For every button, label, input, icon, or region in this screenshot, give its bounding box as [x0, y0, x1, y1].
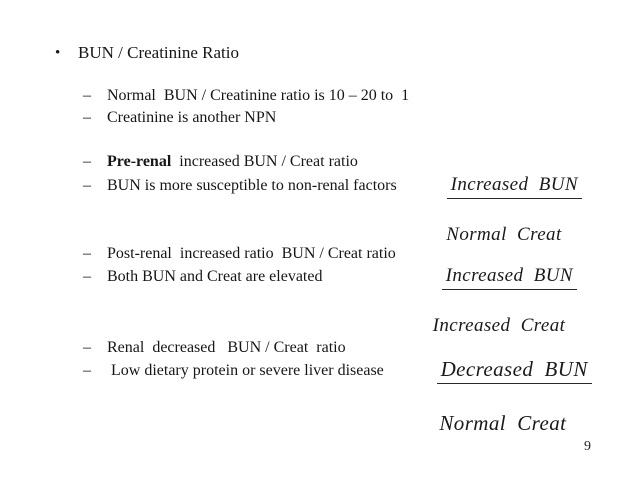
dash-marker-icon: –: [83, 87, 91, 104]
bullet-lead: Pre-renal: [107, 153, 172, 170]
dash-marker-icon: –: [83, 339, 91, 356]
bullet-rest: Normal BUN / Creatinine ratio is 10 – 20…: [107, 87, 410, 104]
fraction-pre-renal: Increased BUN Normal Creat: [426, 152, 582, 290]
bullet-text: Renal decreased BUN / Creat ratio: [107, 338, 346, 358]
bullet-rest: Low dietary protein or severe liver dise…: [107, 362, 384, 379]
bullet-text: Both BUN and Creat are elevated: [107, 267, 322, 287]
bullet-line-renal-decreased: – Renal decreased BUN / Creat ratio: [83, 338, 346, 358]
bullet-icon: •: [55, 45, 61, 61]
bullet-text: Creatinine is another NPN: [107, 108, 276, 128]
fraction-numerator: Decreased BUN: [436, 357, 592, 384]
dash-marker-icon: –: [83, 362, 91, 379]
bullet-text: Normal BUN / Creatinine ratio is 10 – 20…: [107, 86, 409, 106]
fraction-numerator: Increased BUN: [441, 265, 577, 290]
fraction-denominator: Normal Creat: [446, 224, 562, 245]
bullet-text: BUN is more susceptible to non-renal fac…: [107, 176, 397, 196]
bullet-text: Low dietary protein or severe liver dise…: [107, 361, 384, 381]
bullet-line-normal-ratio: – Normal BUN / Creatinine ratio is 10 – …: [83, 86, 409, 106]
fraction-post-renal: Increased BUN Increased Creat: [421, 243, 577, 381]
dash-marker-icon: –: [83, 177, 91, 194]
fraction-renal: Decreased BUN Normal Creat: [414, 333, 592, 479]
slide-title: BUN / Creatinine Ratio: [78, 43, 240, 62]
bullet-rest: Creatinine is another NPN: [107, 109, 277, 126]
bullet-text: Pre-renal increased BUN / Creat ratio: [107, 152, 358, 172]
fraction-numerator: Increased BUN: [446, 174, 582, 199]
bullet-text: Post-renal increased ratio BUN / Creat r…: [107, 244, 396, 264]
bullet-rest: Renal decreased BUN / Creat ratio: [107, 339, 346, 356]
fraction-denominator: Normal Creat: [439, 411, 567, 435]
dash-marker-icon: –: [83, 268, 91, 285]
bullet-line-both-elevated: – Both BUN and Creat are elevated: [83, 267, 322, 287]
bullet-line-post-renal: – Post-renal increased ratio BUN / Creat…: [83, 244, 396, 264]
bullet-rest: Both BUN and Creat are elevated: [107, 268, 323, 285]
bullet-line-bun-susceptible: – BUN is more susceptible to non-renal f…: [83, 176, 397, 196]
bullet-line-creatinine-npn: – Creatinine is another NPN: [83, 108, 276, 128]
slide-title-row: • BUN / Creatinine Ratio: [55, 43, 239, 63]
fraction-denominator: Increased Creat: [432, 315, 566, 336]
bullet-rest: BUN is more susceptible to non-renal fac…: [107, 177, 397, 194]
page-number: 9: [584, 439, 591, 454]
bullet-line-low-protein: – Low dietary protein or severe liver di…: [83, 361, 384, 381]
bullet-rest: Post-renal increased ratio BUN / Creat r…: [107, 245, 396, 262]
dash-marker-icon: –: [83, 109, 91, 126]
bullet-line-pre-renal: – Pre-renal increased BUN / Creat ratio: [83, 152, 358, 172]
bullet-rest: increased BUN / Creat ratio: [171, 153, 358, 170]
dash-marker-icon: –: [83, 153, 91, 170]
dash-marker-icon: –: [83, 245, 91, 262]
